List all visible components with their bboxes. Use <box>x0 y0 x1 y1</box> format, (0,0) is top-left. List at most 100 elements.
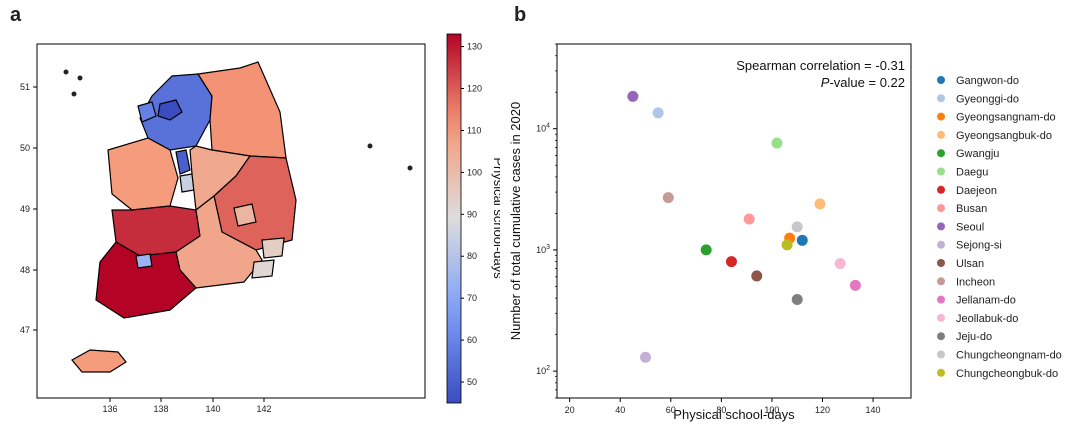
x-tick-label: 60 <box>666 405 676 415</box>
island-mark <box>71 91 77 97</box>
point-ulsan <box>751 270 763 282</box>
map-y-tick-label: 51 <box>20 82 30 92</box>
scatter-y-axis: 102 103 104 <box>536 43 557 399</box>
region-sejong-si <box>175 149 191 175</box>
legend-label-jeollabuk-do: Jeollabuk-do <box>956 313 1018 325</box>
x-tick-label: 40 <box>615 405 625 415</box>
scatter-legend: Gangwon-do Gyeonggi-do Gyeongsangnam-do Gye… <box>937 75 1062 380</box>
legend-label-sejong-si: Sejong-si <box>956 240 1002 252</box>
scatter-annotation-line1: Spearman correlation = -0.31 <box>736 58 905 73</box>
map-x-tick-label: 140 <box>205 404 220 414</box>
legend-label-gangwon-do: Gangwon-do <box>956 75 1019 87</box>
point-gangwon-do <box>796 234 808 246</box>
map-y-tick-label: 49 <box>20 204 30 214</box>
legend-marker-daegu <box>937 167 945 176</box>
legend-label-gyeonggi-do: Gyeonggi-do <box>956 93 1019 105</box>
scatter-frame <box>556 43 912 399</box>
legend-label-daejeon: Daejeon <box>956 185 997 197</box>
map-y-tick-label: 50 <box>20 143 30 153</box>
legend-marker-gyeongsangbuk-do <box>937 130 945 139</box>
colorbar-tick-label: 120 <box>467 84 482 94</box>
island-mark <box>77 75 83 81</box>
colorbar-tick-label: 110 <box>467 125 481 135</box>
legend-marker-jellanam-do <box>937 295 945 304</box>
point-gyeongsangbuk-do <box>814 198 826 210</box>
legend-marker-gyeonggi-do <box>937 94 945 103</box>
map-y-tick-label: 48 <box>20 265 30 275</box>
legend-label-ulsan: Ulsan <box>956 258 984 270</box>
island-mark <box>367 143 373 149</box>
legend-label-incheon: Incheon <box>956 276 995 288</box>
legend-marker-gwangju <box>937 149 945 158</box>
region-incheon <box>137 101 157 123</box>
legend-label-gwangju: Gwangju <box>956 148 999 160</box>
legend-marker-sejong-si <box>937 240 945 249</box>
scatter-annotation-line2: P-value = 0.22 <box>821 75 905 90</box>
region-jeju-do <box>71 349 127 373</box>
point-jellanam-do <box>849 279 861 291</box>
choropleth-map: 136 138 140 142 47 48 49 50 51 50 60 70 80 90 100 110… <box>20 33 500 414</box>
map-x-tick-label: 142 <box>256 404 271 414</box>
p-italic: P <box>821 75 830 90</box>
point-daejeon <box>725 256 737 268</box>
map-x-axis: 136 138 140 142 <box>102 398 272 414</box>
legend-label-jeju-do: Jeju-do <box>956 331 992 343</box>
x-tick-label: 20 <box>565 405 575 415</box>
island-mark <box>63 69 69 75</box>
region-gyeongsangnam-do <box>175 194 263 289</box>
colorbar-tick-label: 90 <box>467 209 477 219</box>
point-busan <box>743 213 755 225</box>
map-regions <box>63 61 413 373</box>
point-gwangju <box>700 244 712 256</box>
region-chungcheongnam-do <box>107 137 179 211</box>
point-daegu <box>771 137 783 149</box>
point-gyeonggi-do <box>652 107 664 119</box>
scatter-y-label: Number of total cumulative cases in 2020 <box>508 102 523 340</box>
legend-marker-ulsan <box>937 259 945 267</box>
x-tick-label: 120 <box>815 405 830 415</box>
colorbar-gradient <box>446 33 462 404</box>
legend-marker-seoul <box>937 222 945 231</box>
legend-label-gyeongsangnam-do: Gyeongsangnam-do <box>956 112 1056 124</box>
point-incheon <box>662 192 674 204</box>
panel-b-letter: b <box>514 4 527 26</box>
colorbar-tick-label: 70 <box>467 293 477 303</box>
region-busan <box>251 259 275 279</box>
region-ulsan <box>261 237 285 259</box>
colorbar-tick-label: 100 <box>467 167 482 177</box>
map-y-axis: 47 48 49 50 51 <box>20 82 37 335</box>
region-daegu <box>233 203 257 227</box>
legend-label-seoul: Seoul <box>956 221 984 233</box>
legend-marker-busan <box>937 204 945 213</box>
legend-marker-chungcheongbuk-do <box>937 368 945 377</box>
x-tick-label: 80 <box>716 405 726 415</box>
colorbar-label: Physical school-days <box>491 157 500 279</box>
region-gwangju <box>135 253 153 269</box>
point-seoul <box>627 90 639 102</box>
map-y-tick-label: 47 <box>20 325 30 335</box>
legend-label-chungcheongnam-do: Chungcheongnam-do <box>956 350 1062 362</box>
point-chungcheongnam-do <box>791 221 803 233</box>
y-tick-label: 102 <box>536 365 550 376</box>
map-x-tick-label: 136 <box>102 404 117 414</box>
point-jeollabuk-do <box>834 258 846 270</box>
legend-label-daegu: Daegu <box>956 167 988 179</box>
point-jeju-do <box>791 293 803 305</box>
legend-label-gyeongsangbuk-do: Gyeongsangbuk-do <box>956 130 1052 142</box>
panel-a-letter: a <box>10 4 22 26</box>
colorbar-tick-label: 60 <box>467 335 477 345</box>
legend-marker-incheon <box>937 277 945 286</box>
colorbar: 50 60 70 80 90 100 110 120 130 Physical school-da… <box>446 33 500 404</box>
point-sejong-si <box>640 351 651 363</box>
legend-marker-chungcheongnam-do <box>937 350 945 359</box>
legend-label-jellanam-do: Jellanam-do <box>956 295 1016 307</box>
colorbar-tick-label: 130 <box>467 42 482 52</box>
y-tick-label: 104 <box>536 123 550 134</box>
legend-marker-jeollabuk-do <box>937 313 945 322</box>
x-tick-label: 100 <box>764 405 779 415</box>
colorbar-tick-label: 80 <box>467 251 477 261</box>
y-tick-label: 103 <box>536 244 550 255</box>
legend-marker-daejeon <box>937 185 945 194</box>
point-chungcheongbuk-do <box>781 239 793 251</box>
legend-label-busan: Busan <box>956 203 987 215</box>
